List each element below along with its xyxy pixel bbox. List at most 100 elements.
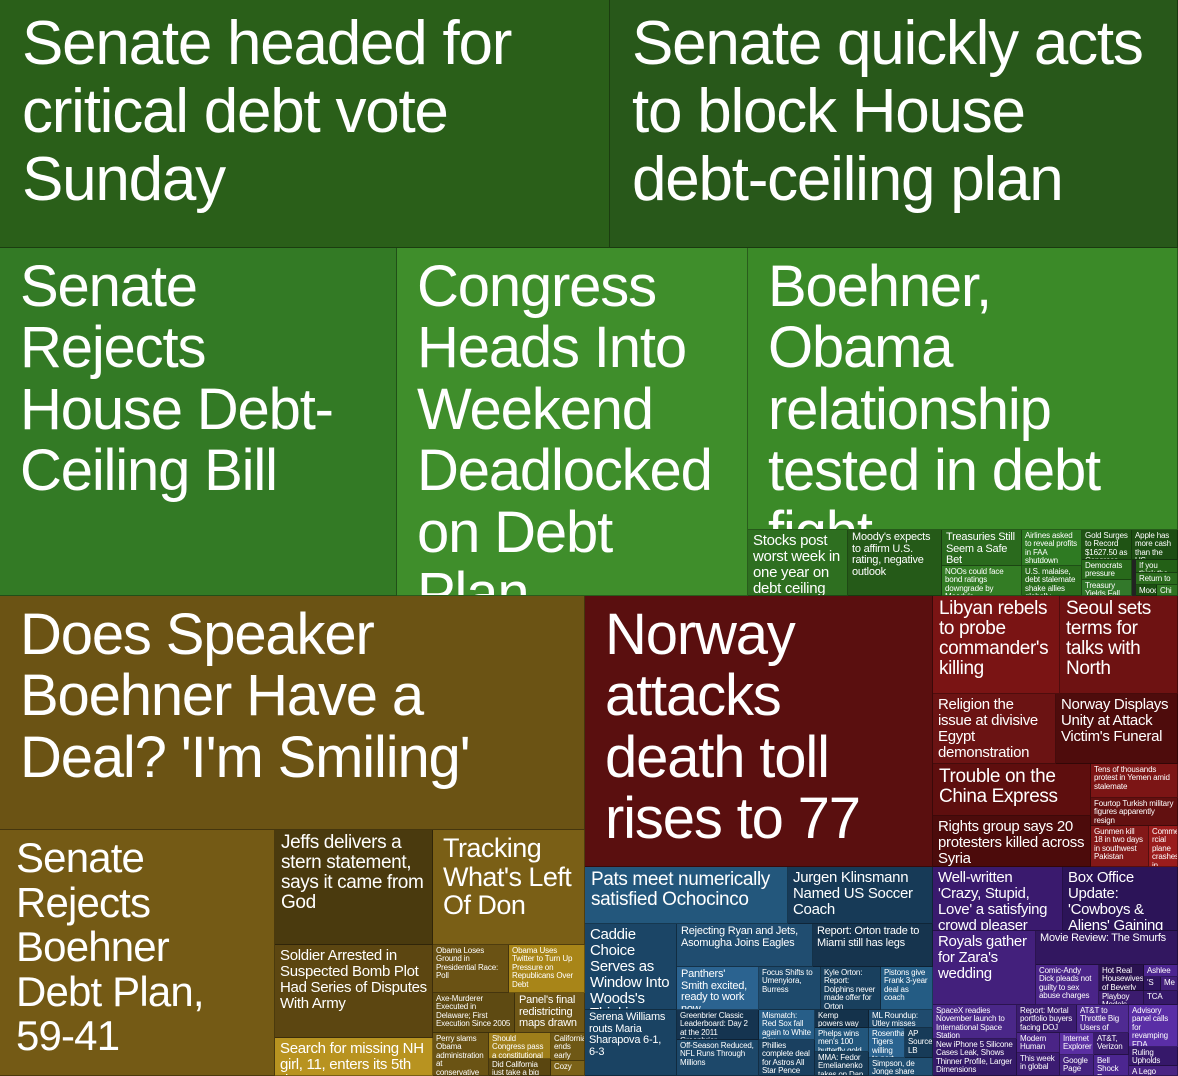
tile-s12[interactable]: Mismatch: Red Sox fall again to White So… xyxy=(759,1010,815,1040)
tile-w3[interactable]: Seoul sets terms for talks with North xyxy=(1060,596,1178,694)
tile-t16[interactable]: If you think the xyxy=(1136,560,1178,573)
tile-u4[interactable]: Tracking What's Left Of Don xyxy=(433,830,585,945)
tile-e3[interactable]: Royals gather for Zara's wedding xyxy=(933,931,1036,1005)
tile-e20[interactable]: This week in global xyxy=(1017,1053,1060,1076)
tile-e24[interactable]: A Lego xyxy=(1129,1066,1178,1076)
tile-t9[interactable]: NOOs could face bond ratings downgrade b… xyxy=(942,566,1022,596)
tile-s7[interactable]: Focus Shifts to Umenyiora, Burress xyxy=(759,967,821,1010)
tile-e4[interactable]: Movie Review: The Smurfs xyxy=(1036,931,1178,965)
headline: Box Office Update: 'Cowboys & Aliens' Ga… xyxy=(1068,869,1164,931)
tile-t3[interactable]: Senate Rejects House Debt-Ceiling Bill xyxy=(0,248,397,596)
headline: Obama Uses Twitter to Turn Up Pressure o… xyxy=(512,946,574,989)
tile-e2[interactable]: Box Office Update: 'Cowboys & Aliens' Ga… xyxy=(1063,867,1178,931)
tile-s19[interactable]: AP Source: LB xyxy=(905,1028,933,1058)
tile-t4[interactable]: Congress Heads Into Weekend Deadlocked o… xyxy=(397,248,748,596)
headline: Modern Human xyxy=(1020,1034,1047,1052)
tile-t19[interactable]: Chi xyxy=(1157,585,1178,596)
tile-w7[interactable]: Tens of thousands protest in Yemen amid … xyxy=(1091,764,1178,798)
headline: AT&T to Throttle Big Users of Unlimited … xyxy=(1080,1006,1119,1032)
tile-t5[interactable]: Boehner, Obama relationship tested in de… xyxy=(748,248,1178,530)
tile-w9[interactable]: Rights group says 20 protesters killed a… xyxy=(933,816,1091,867)
tile-e22[interactable]: Bell Shock Recommen xyxy=(1094,1055,1129,1076)
tile-u1[interactable]: Does Speaker Boehner Have a Deal? 'I'm S… xyxy=(0,596,585,830)
tile-u14[interactable]: Did California just take a big step towa… xyxy=(489,1059,551,1076)
headline: Should Congress pass a constitutional am… xyxy=(492,1034,544,1059)
tile-s15[interactable]: Off-Season Reduced, NFL Runs Through Mil… xyxy=(677,1040,759,1076)
tile-u12[interactable]: Should Congress pass a constitutional am… xyxy=(489,1033,551,1059)
tile-s14[interactable]: ML Roundup: Utley misses cycle by a doub… xyxy=(869,1010,933,1028)
tile-w10[interactable]: Gunmen kill 18 in two days in southwest … xyxy=(1091,826,1149,867)
tile-s21[interactable]: MMA: Fedor Emelianenko takes on Dan Hend… xyxy=(815,1052,869,1076)
tile-s20[interactable]: Simpson, de Jonge share lead xyxy=(869,1058,933,1076)
tile-w4[interactable]: Religion the issue at divisive Egypt dem… xyxy=(933,694,1056,764)
tile-t6[interactable]: Stocks post worst week in one year on de… xyxy=(748,530,848,596)
tile-s11[interactable]: Greenbrier Classic Leaderboard: Day 2 at… xyxy=(677,1010,759,1040)
tile-u13[interactable]: California ends early presidential xyxy=(551,1033,585,1061)
headline: Senate Rejects House Debt-Ceiling Bill xyxy=(20,254,334,504)
tile-t15[interactable]: Apple has more cash than the US Treasury xyxy=(1132,530,1178,560)
headline: Perry slams Obama administration at cons… xyxy=(436,1034,484,1076)
tile-t1[interactable]: Senate headed for critical debt vote Sun… xyxy=(0,0,610,248)
tile-u10[interactable]: Search for missing NH girl, 11, enters i… xyxy=(275,1038,433,1076)
tile-w6[interactable]: Trouble on the China Express xyxy=(933,764,1091,816)
tile-e9[interactable]: TCA xyxy=(1144,991,1178,1005)
tile-e23[interactable]: Ruling Upholds Gene Patent in xyxy=(1129,1047,1178,1066)
tile-e1[interactable]: Well-written 'Crazy, Stupid, Love' a sat… xyxy=(933,867,1063,931)
tile-u7[interactable]: Obama Uses Twitter to Turn Up Pressure o… xyxy=(509,945,585,993)
tile-u9[interactable]: Panel's final redistricting maps drawn xyxy=(515,993,585,1033)
tile-w1[interactable]: Norway attacks death toll rises to 77 xyxy=(585,596,933,867)
tile-s3[interactable]: Caddie Choice Serves as Window Into Wood… xyxy=(585,924,677,1010)
tile-t14[interactable]: Treasury Yields Fall to 2011 Lows Amid xyxy=(1082,580,1132,596)
tile-e14[interactable]: AT&T to Throttle Big Users of Unlimited … xyxy=(1077,1005,1129,1033)
tile-e11[interactable]: Me xyxy=(1161,977,1178,991)
tile-e12[interactable]: SpaceX readies November launch to Intern… xyxy=(933,1005,1017,1039)
tile-e8[interactable]: Playboy Models xyxy=(1099,991,1144,1005)
tile-t13[interactable]: Democrats pressure airlines to give back xyxy=(1082,560,1132,580)
tile-s13[interactable]: Kemp powers way to milestone in Dodgers … xyxy=(815,1010,869,1028)
tile-s2[interactable]: Jurgen Klinsmann Named US Soccer Coach xyxy=(788,867,933,924)
tile-t17[interactable]: Return to xyxy=(1136,573,1178,585)
tile-e17[interactable]: Modern Human xyxy=(1017,1033,1060,1053)
tile-e21[interactable]: Google Page xyxy=(1060,1055,1094,1076)
headline: Search for missing NH girl, 11, enters i… xyxy=(280,1040,424,1075)
tile-t2[interactable]: Senate quickly acts to block House debt-… xyxy=(610,0,1178,248)
tile-e13[interactable]: Report: Mortal portfolio buyers facing D… xyxy=(1017,1005,1077,1033)
tile-u5[interactable]: Soldier Arrested in Suspected Bomb Plot … xyxy=(275,945,433,1038)
tile-s17[interactable]: Phelps wins men's 100 butterfly gold at … xyxy=(815,1028,869,1052)
tile-t10[interactable]: Airlines asked to reveal profits in FAA … xyxy=(1022,530,1082,566)
tile-s16[interactable]: Phillies complete deal for Astros All St… xyxy=(759,1040,815,1076)
tile-s8[interactable]: Kyle Orton: Report: Dolphins never made … xyxy=(821,967,881,1010)
tile-u15[interactable]: Cozy xyxy=(551,1061,585,1076)
tile-s6[interactable]: Panthers' Smith excited, ready to work n… xyxy=(677,967,759,1010)
tile-e18[interactable]: Internet Explorer xyxy=(1060,1033,1094,1055)
tile-t11[interactable]: U.S. malaise, debt stalemate shake allie… xyxy=(1022,566,1082,596)
tile-u2[interactable]: Senate Rejects Boehner Debt Plan, 59-41 xyxy=(0,830,275,1076)
tile-w2[interactable]: Libyan rebels to probe commander's killi… xyxy=(933,596,1060,694)
headline: Rejecting Ryan and Jets, Asomugha Joins … xyxy=(681,925,799,949)
tile-s10[interactable]: Serena Williams routs Maria Sharapova 6-… xyxy=(585,1010,677,1076)
tile-s9[interactable]: Pistons give Frank 3-year deal as coach xyxy=(881,967,933,1010)
tile-w11[interactable]: Comme rcial plane crashes in xyxy=(1149,826,1178,867)
headline: Airlines asked to reveal profits in FAA … xyxy=(1025,531,1077,566)
tile-t8[interactable]: Treasuries Still Seem a Safe Bet xyxy=(942,530,1022,566)
tile-s4[interactable]: Rejecting Ryan and Jets, Asomugha Joins … xyxy=(677,924,813,967)
tile-e16[interactable]: New iPhone 5 Silicone Cases Leak, Shows … xyxy=(933,1039,1017,1076)
tile-e10[interactable]: 'S xyxy=(1144,977,1161,991)
tile-s18[interactable]: Rosenthal: Tigers willing to part with xyxy=(869,1028,905,1058)
tile-s5[interactable]: Report: Orton trade to Miami still has l… xyxy=(813,924,933,967)
tile-u3[interactable]: Jeffs delivers a stern statement, says i… xyxy=(275,830,433,945)
tile-e7[interactable]: Ashlee xyxy=(1144,965,1178,977)
tile-u11[interactable]: Perry slams Obama administration at cons… xyxy=(433,1033,489,1076)
tile-e15[interactable]: Advisory panel calls for revamping FDA a… xyxy=(1129,1005,1178,1047)
tile-w5[interactable]: Norway Displays Unity at Attack Victim's… xyxy=(1056,694,1178,764)
tile-e6[interactable]: Hot Real Housewives of Beverly Hills xyxy=(1099,965,1144,991)
tile-t18[interactable]: Mood xyxy=(1136,585,1157,596)
tile-s1[interactable]: Pats meet numerically satisfied Ochocinc… xyxy=(585,867,788,924)
tile-u8[interactable]: Axe-Murderer Executed in Delaware; First… xyxy=(433,993,515,1033)
tile-u6[interactable]: Obama Loses Ground in Presidential Race:… xyxy=(433,945,509,993)
tile-e19[interactable]: AT&T, Verizon xyxy=(1094,1033,1129,1055)
tile-t7[interactable]: Moody's expects to affirm U.S. rating, n… xyxy=(848,530,942,596)
tile-e5[interactable]: Comic-Andy Dick pleads not guilty to sex… xyxy=(1036,965,1099,1005)
tile-w8[interactable]: Fourtop Turkish military figures apparen… xyxy=(1091,798,1178,826)
tile-t12[interactable]: Gold Surges to Record $1627.50 as Congre… xyxy=(1082,530,1132,560)
